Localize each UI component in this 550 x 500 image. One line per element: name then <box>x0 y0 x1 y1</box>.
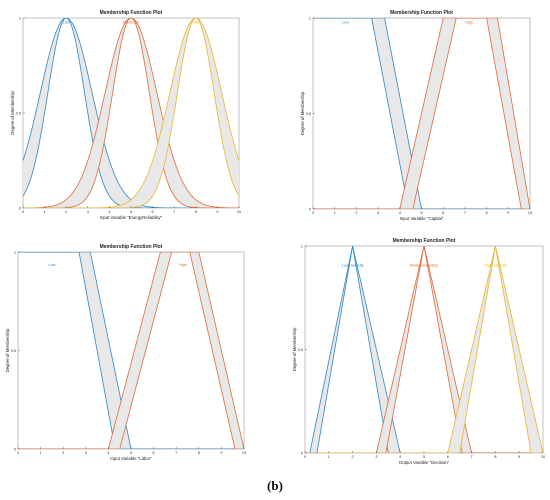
series-upper-line-3 <box>23 18 239 208</box>
x-tick-label: 0 <box>22 210 24 214</box>
y-tick-label: 1 <box>309 16 311 20</box>
series-label: Hight lasticity <box>484 264 506 268</box>
series-label: Low <box>342 21 349 25</box>
x-tick-label: 4 <box>107 451 109 455</box>
x-tick-label: 10 <box>237 210 241 214</box>
y-axis-label: Degree of Membership <box>10 91 15 135</box>
series-upper-line-1 <box>313 18 530 209</box>
y-axis-label: Degree of Membership <box>292 327 297 371</box>
x-tick-label: 0 <box>304 455 306 459</box>
series-upper-line-1 <box>18 252 244 449</box>
x-axis-label: Output Variable "Decision" <box>399 460 450 465</box>
x-tick-label: 5 <box>423 455 425 459</box>
chart-panel-1: Low Moderate High Membership Function Plot 0… <box>10 10 241 220</box>
chart-panel-3: Low High Membership Function Plot 0 1 2 3 4 5 6 7 8… <box>5 244 246 461</box>
series-label: Low <box>48 263 55 267</box>
series-label: Moderate <box>123 21 139 25</box>
x-tick-label: 2 <box>65 210 67 214</box>
figure-caption: (b) <box>267 478 283 493</box>
series-lower-line-1 <box>18 252 244 449</box>
x-tick-label: 9 <box>507 211 509 215</box>
x-tick-label: 7 <box>471 455 473 459</box>
y-tick-label: 0 <box>14 447 16 451</box>
x-tick-label: 8 <box>486 211 488 215</box>
series-label: High <box>465 21 473 25</box>
plot-area <box>17 251 245 450</box>
x-tick-label: 4 <box>399 211 401 215</box>
x-tick-label: 8 <box>195 210 197 214</box>
chart-panel-2: Low High Membership Function Plot 0 1 2 3 4 5 6 7 8… <box>300 10 532 221</box>
x-tick-label: 9 <box>518 455 520 459</box>
x-tick-label: 8 <box>494 455 496 459</box>
x-tick-label: 4 <box>399 455 401 459</box>
x-tick-label: 10 <box>242 451 246 455</box>
x-tick-label: 7 <box>175 451 177 455</box>
y-tick-label: 0.5 <box>298 348 303 352</box>
chart-panel-4: Load lasticity Moderatelasticity Hight las… <box>292 238 545 465</box>
x-tick-label: 3 <box>375 455 377 459</box>
plot-area <box>22 17 240 209</box>
y-tick-label: 0.5 <box>16 111 21 115</box>
y-tick-label: 0 <box>301 451 303 455</box>
x-tick-label: 0 <box>17 451 19 455</box>
x-axis-label: Input Variable "EnergyReliability" <box>100 215 163 220</box>
x-tick-label: 1 <box>44 210 46 214</box>
x-tick-label: 6 <box>153 451 155 455</box>
series-upper-line-2 <box>23 18 239 208</box>
series-label: High <box>179 263 187 267</box>
x-tick-label: 2 <box>355 211 357 215</box>
x-tick-label: 9 <box>216 210 218 214</box>
x-tick-label: 3 <box>87 210 89 214</box>
y-tick-label: 1 <box>19 16 21 20</box>
y-tick-label: 0 <box>19 206 21 210</box>
y-tick-label: 0.5 <box>11 349 16 353</box>
x-tick-label: 10 <box>528 211 532 215</box>
x-tick-label: 1 <box>40 451 42 455</box>
y-tick-label: 0 <box>309 207 311 211</box>
x-axis-label: Input Variable "Capital" <box>400 216 444 221</box>
x-tick-label: 3 <box>85 451 87 455</box>
x-tick-label: 2 <box>62 451 64 455</box>
x-tick-label: 9 <box>220 451 222 455</box>
series-label: High <box>192 21 200 25</box>
x-tick-label: 7 <box>173 210 175 214</box>
x-tick-label: 5 <box>130 451 132 455</box>
series-label: Load lasticity <box>342 264 364 268</box>
series-label: Moderatelasticity <box>410 264 439 268</box>
x-tick-label: 1 <box>328 455 330 459</box>
chart-title: Membership Function Plot <box>393 238 456 244</box>
y-tick-label: 1 <box>14 250 16 254</box>
series-lower-line-1 <box>313 18 530 209</box>
x-tick-label: 2 <box>352 455 354 459</box>
x-tick-label: 6 <box>152 210 154 214</box>
y-tick-label: 0.5 <box>306 112 311 116</box>
series-label: Low <box>63 21 70 25</box>
chart-title: Membership Function Plot <box>390 10 453 16</box>
x-tick-label: 10 <box>541 455 545 459</box>
y-axis-label: Degree of Membership <box>5 328 10 372</box>
x-tick-label: 6 <box>442 211 444 215</box>
x-tick-label: 5 <box>420 211 422 215</box>
series-upper-line-3 <box>305 246 543 453</box>
x-tick-label: 0 <box>312 211 314 215</box>
series-upper-line-2 <box>313 18 530 209</box>
y-axis-label: Degree of Membership <box>300 91 305 135</box>
y-tick-label: 1 <box>301 244 303 248</box>
x-tick-label: 6 <box>447 455 449 459</box>
x-tick-label: 3 <box>377 211 379 215</box>
x-tick-label: 4 <box>108 210 110 214</box>
chart-title: Membership Function Plot <box>100 10 163 16</box>
plot-area <box>304 245 544 454</box>
x-tick-label: 1 <box>334 211 336 215</box>
x-axis-label: Input Variable "Labor" <box>110 456 152 461</box>
series-upper-line-2 <box>18 252 244 449</box>
chart-title: Membership Function Plot <box>100 244 163 250</box>
x-tick-label: 7 <box>464 211 466 215</box>
x-tick-label: 8 <box>198 451 200 455</box>
x-tick-label: 5 <box>130 210 132 214</box>
